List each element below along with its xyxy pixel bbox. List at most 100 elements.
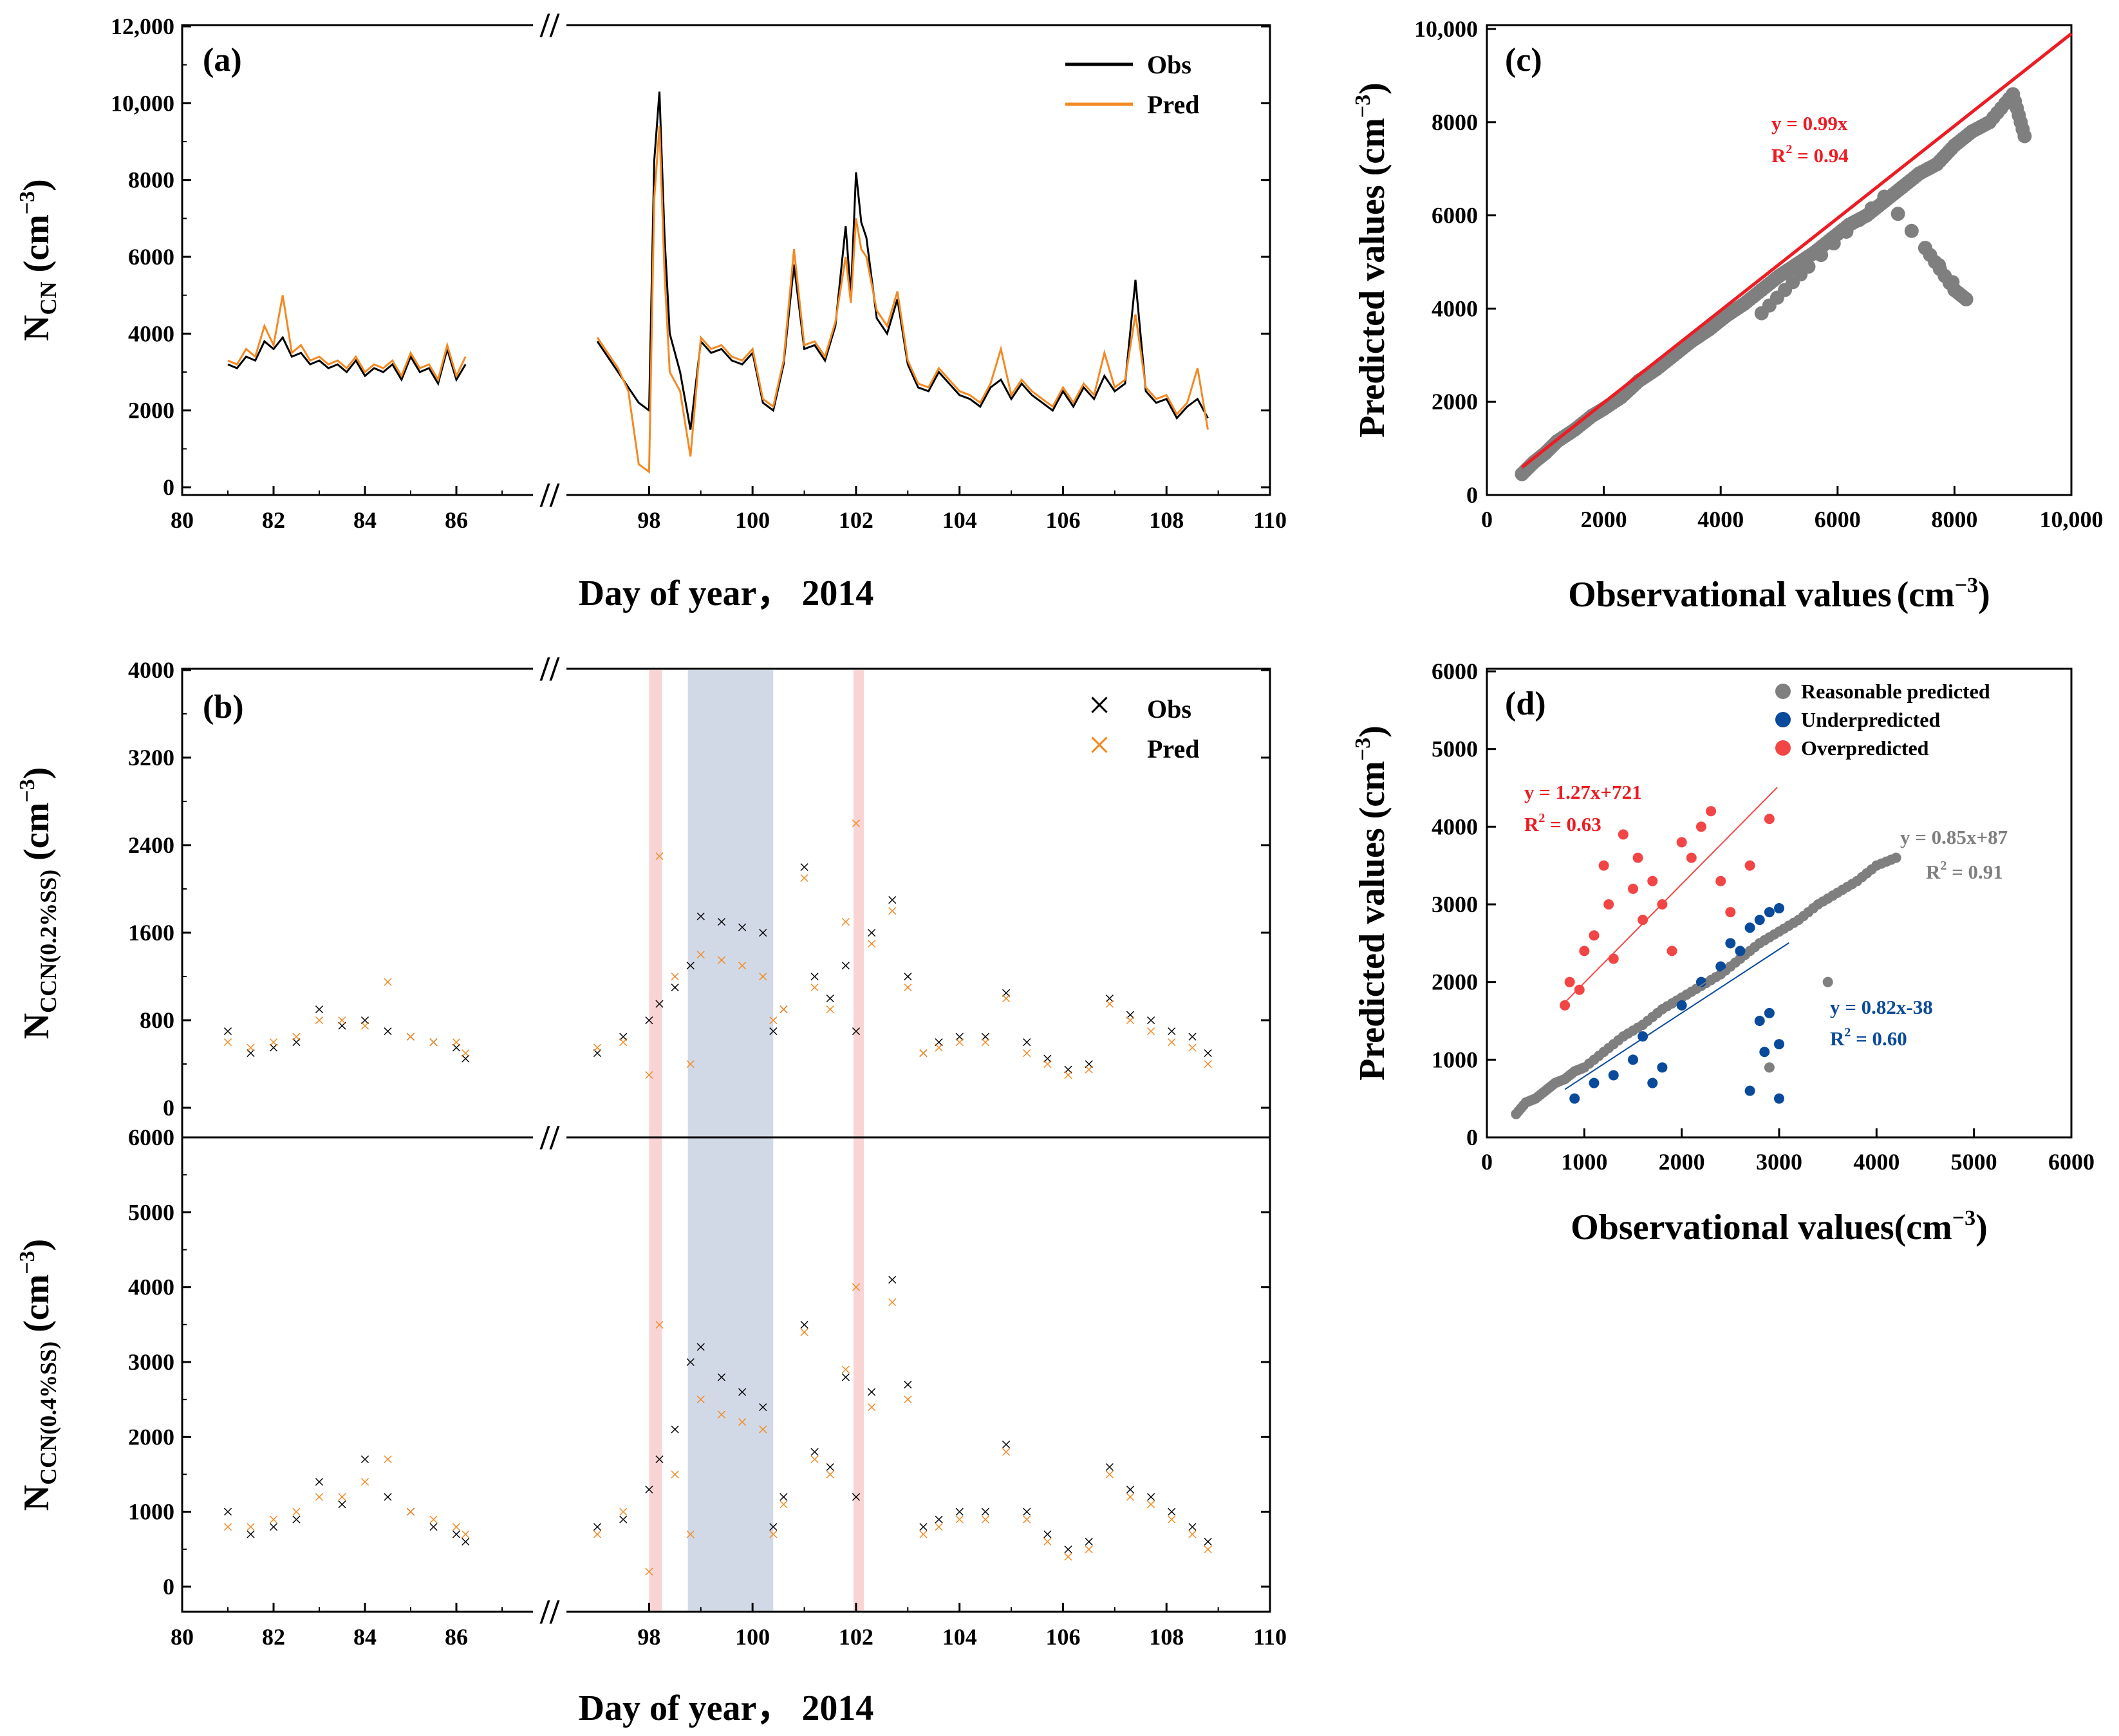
- panel-b-sub0-obs-point: ×: [933, 1032, 944, 1053]
- panel-c-point: [1982, 115, 1997, 129]
- panel-b-sub0-pred-point: ×: [460, 1043, 471, 1064]
- panel-d-under-point: [1754, 1016, 1765, 1026]
- panel-b-sub0-pred-point: ×: [954, 1032, 965, 1053]
- panel-a-x-tick-label-1: 82: [262, 507, 285, 533]
- panel-c-point: [1904, 223, 1919, 238]
- panel-a-y-label-unit: (cm: [17, 214, 57, 272]
- panel-d-over-point: [1574, 984, 1585, 995]
- panel-b-sub0-obs-point: ×: [758, 922, 769, 944]
- panel-d-under-point: [1725, 938, 1736, 949]
- panel-a-series: [227, 91, 1209, 474]
- panel-d-y-label: Predicted values (cm−3): [1351, 725, 1392, 1081]
- panel-c: (c) 0 2000 4000 6000 8000 10,000 0 2000 4000 6000…: [1351, 16, 2104, 615]
- panel-b-sub1-obs-point: ×: [314, 1471, 325, 1493]
- legend-d-reasonable-swatch: [1775, 684, 1791, 699]
- panel-c-point: [1585, 408, 1600, 423]
- panel-c-point: [1807, 245, 1822, 260]
- panel-b-sub0-obs-point: ×: [382, 1021, 393, 1042]
- panel-d-over-point: [1686, 852, 1697, 863]
- panel-d-over-point: [1618, 829, 1629, 840]
- panel-b-sub0-pred-point: ×: [887, 901, 898, 922]
- panel-d-over-point: [1608, 953, 1619, 964]
- panel-d-points: [1511, 806, 1901, 1119]
- panel-b-sub0-obs-point: ×: [716, 911, 727, 933]
- panel-b-bottom-y-label-unit: (cm: [17, 1274, 57, 1332]
- panel-d-y-tick-label-0: 0: [1466, 1125, 1478, 1150]
- panel-b-sub1-pred-point: ×: [644, 1562, 655, 1583]
- panel-b-sub0-obs-point: ×: [866, 922, 877, 944]
- panel-a-y-tick-label-4: 8000: [128, 167, 174, 193]
- panel-c-y-label-text: Predicted values: [1352, 185, 1392, 437]
- panel-a-pred-line-seg2: [596, 126, 1209, 474]
- panel-b-top-y-label-unit: (cm: [17, 803, 57, 861]
- panel-d-x-tick-label-4: 4000: [1853, 1149, 1900, 1175]
- panel-d-over-r2-prefix: R: [1524, 813, 1539, 835]
- panel-b-x-tick-label-0: 80: [171, 1624, 194, 1650]
- panel-b-bottom-y-label-n: N: [17, 1485, 57, 1511]
- panel-b-sub0-obs-point: ×: [291, 1032, 302, 1053]
- panel-b-sub1-obs-point: ×: [644, 1479, 655, 1500]
- panel-b-sub1-obs-point: ×: [799, 1314, 810, 1336]
- panel-b-sub0-obs-point: ×: [460, 1049, 471, 1070]
- panel-d-x-tick-label-3: 3000: [1756, 1149, 1802, 1175]
- legend-b-pred-label: Pred: [1147, 734, 1199, 763]
- panel-d-reasonable-point: [1890, 852, 1901, 863]
- panel-b-sub1-obs-point: ×: [382, 1486, 393, 1507]
- panel-b-sub0-obs-point: ×: [778, 999, 789, 1020]
- panel-c-x-tick-label-5: 10,000: [2040, 507, 2104, 532]
- panel-c-point: [1930, 156, 1945, 171]
- panel-b-sub0-pred-point: ×: [1063, 1065, 1074, 1086]
- panel-b-sub0-obs-point: ×: [840, 955, 851, 976]
- panel-b-x-ticks: 80 82 84 86 98 100 102 104 106 108 110: [171, 1603, 1287, 1650]
- panel-b-sub1-pred-point: ×: [460, 1524, 471, 1545]
- panel-c-points: [1515, 87, 2032, 481]
- panel-d-reasonable-r2-value: = 0.91: [1946, 861, 2002, 883]
- panel-a-y-ticks: 0 2000 4000 6000 8000 10,000 12,000: [111, 14, 1270, 500]
- panel-a-x-ticks: 80 82 84 86 98 100 102 104 106 108 110: [171, 486, 1287, 533]
- panel-a-x-label: Day of year， 2014: [579, 574, 874, 613]
- panel-b-label: (b): [203, 689, 244, 725]
- panel-c-y-tick-label-0: 0: [1466, 482, 1478, 508]
- panel-b-sub0-obs-point: ×: [618, 1027, 629, 1048]
- panel-b-sub1-y-tick-label-3: 3000: [128, 1349, 174, 1375]
- panel-c-x-tick-label-3: 6000: [1815, 507, 1861, 532]
- panel-d-over-point: [1666, 946, 1677, 957]
- panel-b-sub1-obs-point: ×: [1022, 1502, 1032, 1523]
- panel-d-x-label-unit: (cm: [1894, 1208, 1952, 1247]
- panel-b-bottom-y-label-close: ): [17, 1239, 57, 1251]
- panel-d-under-point: [1774, 903, 1784, 914]
- panel-a-legend: Obs Pred: [1065, 50, 1199, 119]
- panel-b-sub0-pred-point: ×: [685, 1054, 696, 1075]
- panel-b-sub1-obs-point: ×: [850, 1486, 861, 1507]
- panel-b-sub0-pred-point: ×: [737, 955, 748, 976]
- panel-b-sub1-obs-point: ×: [840, 1367, 851, 1388]
- panel-b-sub0-obs-point: ×: [799, 857, 810, 878]
- panel-d-y-label-close: ): [1352, 725, 1392, 738]
- panel-b-sub0-pred-point: ×: [1001, 988, 1012, 1009]
- panel-b-sub1-obs-point: ×: [954, 1502, 965, 1523]
- legend-a-obs-label: Obs: [1147, 50, 1191, 79]
- panel-b-sub1-obs-point: ×: [1187, 1517, 1198, 1538]
- panel-b-bottom-y-label: NCCN(0.4%SS) (cm−3): [15, 1239, 61, 1511]
- panel-c-x-label-text: Observational values: [1568, 575, 1891, 615]
- panel-c-point: [1947, 283, 1962, 297]
- panel-b-sub0-pred-point: ×: [850, 813, 861, 834]
- panel-b-sub0-obs-point: ×: [451, 1038, 462, 1059]
- panel-a: (a) 0 2000 4000 6000 8000 10,000 12,000 80 82 84…: [15, 14, 1287, 613]
- panel-b-x-label: Day of year， 2014: [579, 1688, 874, 1728]
- panel-b-sub0-pred-point: ×: [918, 1043, 929, 1064]
- panel-d-x-label-text: Observational values: [1571, 1208, 1894, 1247]
- panel-c-point: [1567, 422, 1582, 437]
- panel-b-sub1-obs-point: ×: [778, 1486, 789, 1507]
- panel-b-sub0-pred-point: ×: [360, 1016, 371, 1037]
- panel-a-y-tick-label-2: 4000: [128, 321, 174, 346]
- panel-d-x-tick-label-6: 6000: [2048, 1149, 2095, 1175]
- panel-b-y-ticks: 0 800 1600 2400 3200 4000 0 1000 2000 3000 4000 500…: [128, 657, 1270, 1600]
- panel-b-sub1-pred-point: ×: [223, 1517, 234, 1538]
- panel-d-under-fit-line: [1564, 942, 1789, 1090]
- panel-a-x-tick-label-10: 110: [1253, 507, 1287, 533]
- panel-b-bottom-frame: [181, 1136, 1271, 1613]
- panel-b-sub0-pred-point: ×: [1166, 1032, 1177, 1053]
- panel-d-under-point: [1657, 1062, 1668, 1073]
- panel-b-sub1-pred-point: ×: [669, 1464, 680, 1486]
